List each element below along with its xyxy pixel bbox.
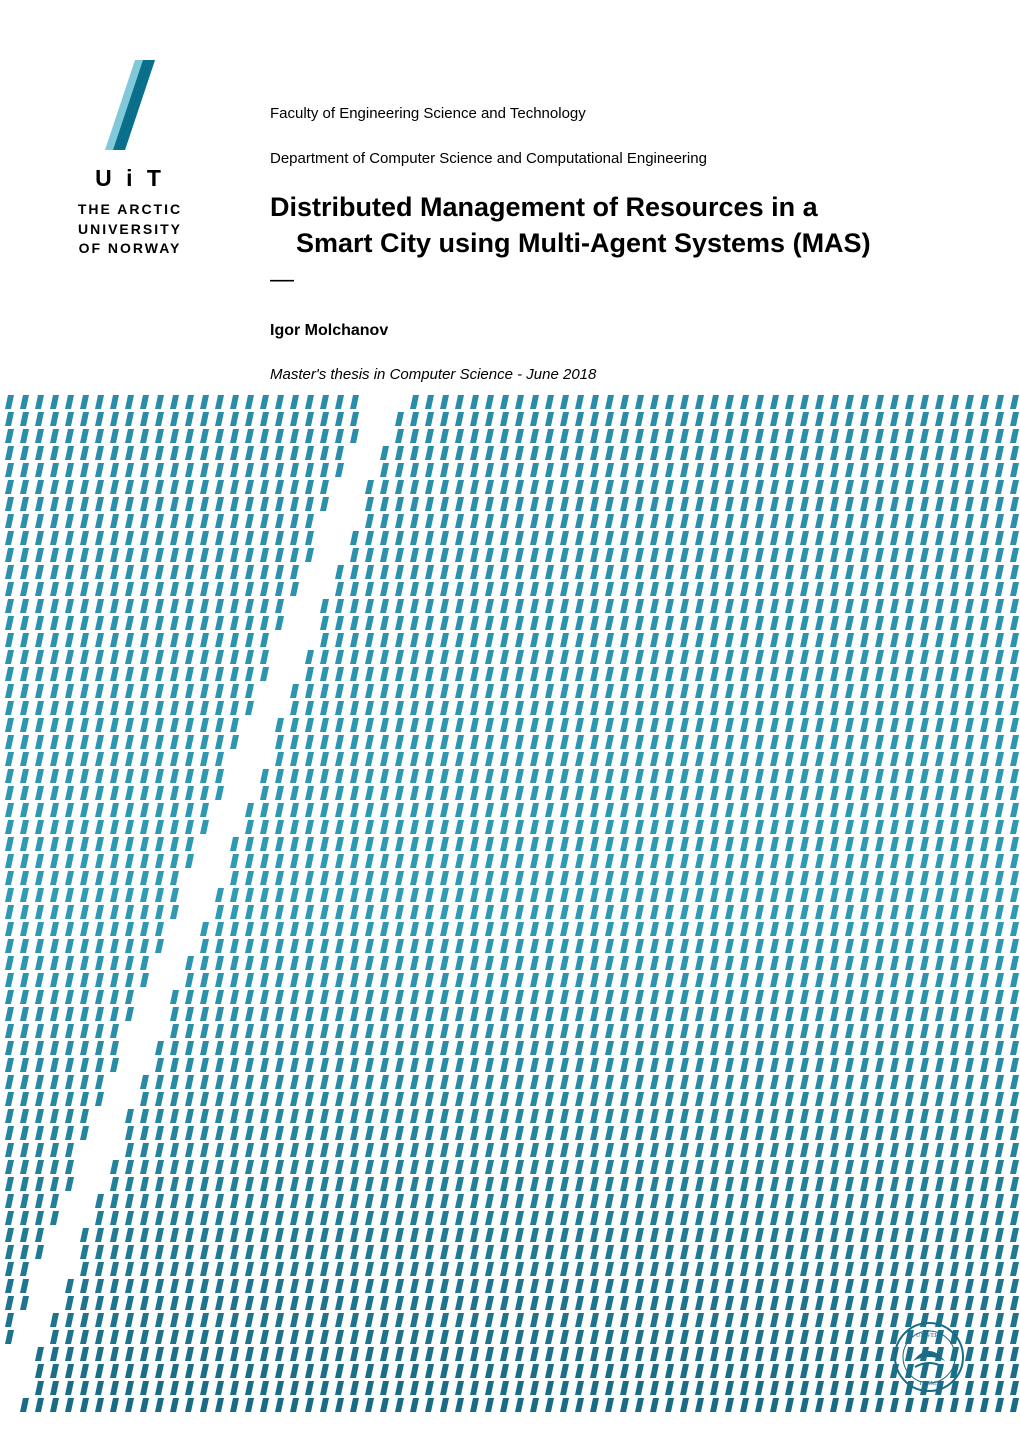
logo-uit-text: U i T bbox=[50, 165, 210, 192]
university-logo: U i T THE ARCTIC UNIVERSITY OF NORWAY bbox=[50, 60, 210, 259]
title-separator: — bbox=[270, 266, 970, 294]
logo-slash-icon bbox=[105, 60, 155, 150]
header-text-block: Faculty of Engineering Science and Techn… bbox=[270, 105, 970, 383]
faculty-label: Faculty of Engineering Science and Techn… bbox=[270, 105, 970, 122]
logo-university-text: UNIVERSITY bbox=[50, 220, 210, 240]
dash-pattern-icon bbox=[0, 395, 1020, 1433]
thesis-title-line1: Distributed Management of Resources in a bbox=[270, 189, 970, 225]
svg-text:TROMS: TROMS bbox=[919, 1381, 940, 1387]
author-name: Igor Molchanov bbox=[270, 322, 970, 340]
page: U i T THE ARCTIC UNIVERSITY OF NORWAY Fa… bbox=[0, 0, 1020, 1443]
department-label: Department of Computer Science and Compu… bbox=[270, 150, 970, 167]
thesis-info: Master's thesis in Computer Science - Ju… bbox=[270, 366, 970, 383]
logo-arctic-text: THE ARCTIC bbox=[50, 200, 210, 220]
svg-text:UNIVERS: UNIVERS bbox=[916, 1333, 942, 1339]
university-seal-icon: UNIVERS TROMS bbox=[893, 1321, 965, 1393]
logo-norway-text: OF NORWAY bbox=[50, 239, 210, 259]
thesis-title-line2: Smart City using Multi-Agent Systems (MA… bbox=[270, 225, 970, 261]
decorative-pattern bbox=[0, 395, 1020, 1433]
